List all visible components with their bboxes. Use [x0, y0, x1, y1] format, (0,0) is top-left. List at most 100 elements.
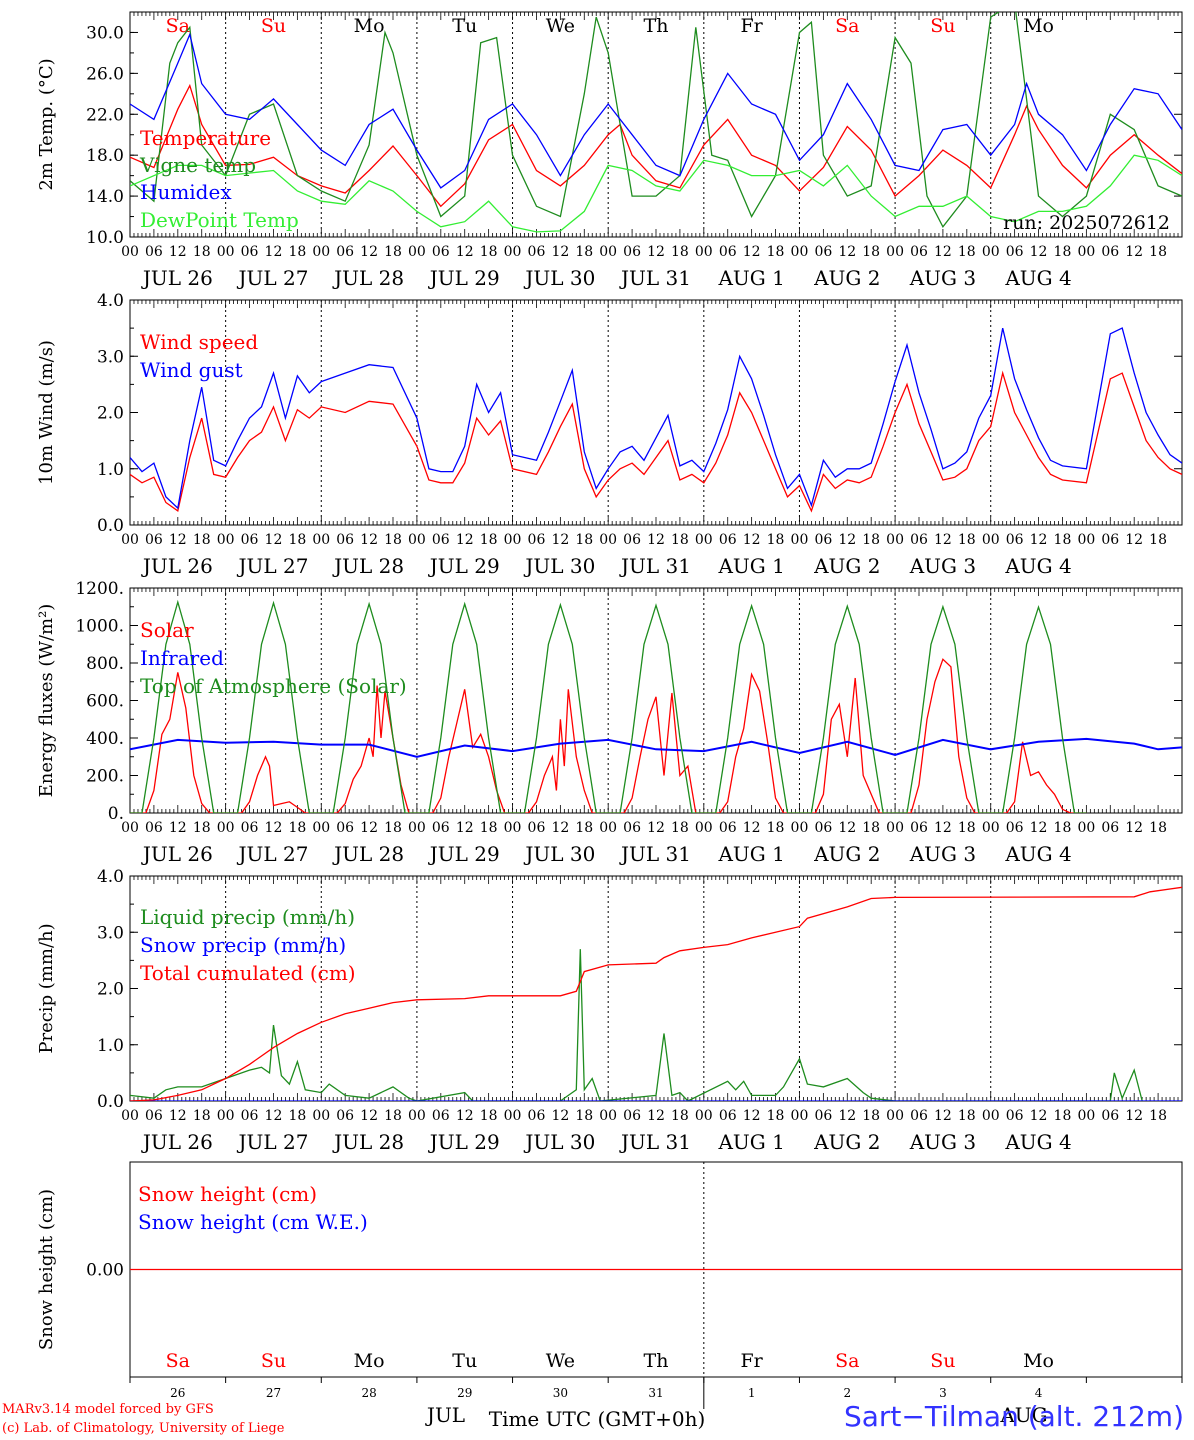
hour-tick-label: 12 — [265, 1108, 283, 1124]
hour-tick-label: 06 — [719, 244, 737, 260]
y-tick-label: 0.00 — [86, 1261, 124, 1281]
weekday-label: Sa — [835, 15, 859, 37]
hour-tick-label: 12 — [934, 820, 952, 836]
hour-tick-label: 18 — [862, 1108, 880, 1124]
legend-entry: Snow height (cm) — [138, 1182, 317, 1206]
hour-tick-label: 18 — [1054, 244, 1072, 260]
hour-tick-label: 06 — [814, 820, 832, 836]
date-label: AUG 4 — [1004, 266, 1071, 290]
hour-tick-label: 12 — [647, 820, 665, 836]
hour-tick-label: 18 — [1149, 532, 1167, 548]
hour-tick-label: 12 — [456, 1108, 474, 1124]
hour-tick-label: 00 — [886, 1108, 904, 1124]
date-label: AUG 1 — [717, 266, 784, 290]
hour-tick-label: 12 — [647, 532, 665, 548]
y-tick-label: 2.0 — [97, 404, 124, 424]
hour-tick-label: 12 — [456, 532, 474, 548]
hour-tick-label: 12 — [934, 532, 952, 548]
hour-tick-label: 00 — [504, 244, 522, 260]
hour-tick-label: 12 — [360, 1108, 378, 1124]
y-tick-label: 30.0 — [86, 23, 124, 43]
legend-entry: Total cumulated (cm) — [140, 961, 356, 985]
date-label: AUG 2 — [813, 1130, 880, 1154]
series-line — [130, 737, 1182, 758]
y-axis-title: 2m Temp. (°C) — [36, 58, 57, 190]
hour-tick-label: 12 — [169, 532, 187, 548]
hour-tick-label: 06 — [432, 1108, 450, 1124]
hour-tick-label: 06 — [623, 532, 641, 548]
hour-tick-label: 06 — [1006, 820, 1024, 836]
series-line — [130, 327, 1182, 510]
legend-entry: Wind speed — [140, 330, 258, 354]
hour-tick-label: 12 — [1125, 1108, 1143, 1124]
date-label: AUG 2 — [813, 266, 880, 290]
day-number: 3 — [939, 1386, 947, 1400]
date-label: JUL 27 — [236, 266, 308, 290]
y-tick-label: 10.0 — [86, 228, 124, 248]
hour-tick-label: 06 — [241, 820, 259, 836]
date-label: JUL 28 — [332, 842, 404, 866]
day-number: 28 — [361, 1386, 376, 1400]
hour-tick-label: 18 — [480, 1108, 498, 1124]
hour-tick-label: 00 — [1077, 244, 1095, 260]
hour-tick-label: 18 — [767, 820, 785, 836]
hour-tick-label: 12 — [265, 244, 283, 260]
hour-tick-label: 12 — [1030, 244, 1048, 260]
date-label: JUL 30 — [523, 1130, 595, 1154]
hour-tick-label: 00 — [121, 244, 139, 260]
legend-entry: DewPoint Temp — [140, 208, 299, 232]
legend-entry: Liquid precip (mm/h) — [140, 905, 355, 929]
hour-tick-label: 06 — [1101, 820, 1119, 836]
y-tick-label: 18.0 — [86, 146, 124, 166]
hour-tick-label: 12 — [360, 820, 378, 836]
hour-tick-label: 06 — [910, 820, 928, 836]
hour-tick-label: 06 — [241, 244, 259, 260]
date-label: JUL 30 — [523, 266, 595, 290]
legend-entry: Vigne temp — [139, 153, 256, 177]
date-label: JUL 31 — [619, 842, 691, 866]
hour-tick-label: 06 — [336, 820, 354, 836]
hour-tick-label: 12 — [934, 1108, 952, 1124]
hour-tick-label: 18 — [1054, 1108, 1072, 1124]
hour-tick-label: 00 — [217, 532, 235, 548]
hour-tick-label: 18 — [958, 532, 976, 548]
date-label: AUG 3 — [909, 554, 976, 578]
weekday-label: Sa — [166, 15, 190, 37]
hour-tick-label: 12 — [360, 244, 378, 260]
hour-tick-label: 18 — [193, 820, 211, 836]
legend-entry: Infrared — [140, 646, 224, 670]
hour-tick-label: 00 — [695, 820, 713, 836]
hour-tick-label: 06 — [910, 1108, 928, 1124]
date-label: JUL 29 — [428, 554, 500, 578]
day-number: 4 — [1035, 1386, 1043, 1400]
legend-entry: Snow precip (mm/h) — [140, 933, 346, 957]
hour-tick-label: 12 — [743, 532, 761, 548]
date-label: JUL 28 — [332, 1130, 404, 1154]
weekday-label: Su — [930, 1350, 955, 1372]
weekday-label: Fr — [741, 1350, 764, 1372]
hour-tick-label: 00 — [408, 1108, 426, 1124]
y-axis-title: Precip (mm/h) — [36, 923, 57, 1053]
hour-tick-label: 18 — [1149, 1108, 1167, 1124]
hour-tick-label: 06 — [719, 820, 737, 836]
weekday-label: Th — [644, 1350, 669, 1372]
legend-entry: Top of Atmosphere (Solar) — [140, 674, 407, 698]
hour-tick-label: 12 — [838, 244, 856, 260]
hour-tick-label: 12 — [1030, 1108, 1048, 1124]
hour-tick-label: 12 — [169, 244, 187, 260]
hour-tick-label: 18 — [575, 244, 593, 260]
date-label: AUG 3 — [909, 266, 976, 290]
series-line — [130, 154, 1182, 233]
y-tick-label: 1.0 — [97, 1036, 124, 1056]
date-label: JUL 31 — [619, 1130, 691, 1154]
hour-tick-label: 06 — [336, 244, 354, 260]
hour-tick-label: 00 — [121, 532, 139, 548]
hour-tick-label: 12 — [743, 244, 761, 260]
series-line — [130, 886, 1182, 1101]
date-label: JUL 31 — [619, 266, 691, 290]
hour-tick-label: 18 — [767, 1108, 785, 1124]
hour-tick-label: 00 — [504, 820, 522, 836]
hour-tick-label: 12 — [1125, 532, 1143, 548]
hour-tick-label: 18 — [671, 820, 689, 836]
hour-tick-label: 18 — [862, 244, 880, 260]
